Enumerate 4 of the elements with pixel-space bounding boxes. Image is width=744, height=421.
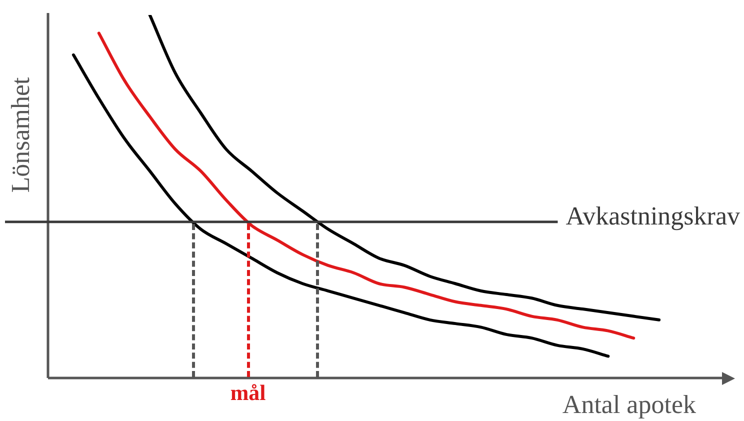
ref-line-label: Avkastningskrav <box>566 202 740 231</box>
text: mål <box>230 380 266 405</box>
x-axis-title: Antal apotek <box>562 390 696 419</box>
y-axis-title: Lönsamhet <box>6 76 35 193</box>
